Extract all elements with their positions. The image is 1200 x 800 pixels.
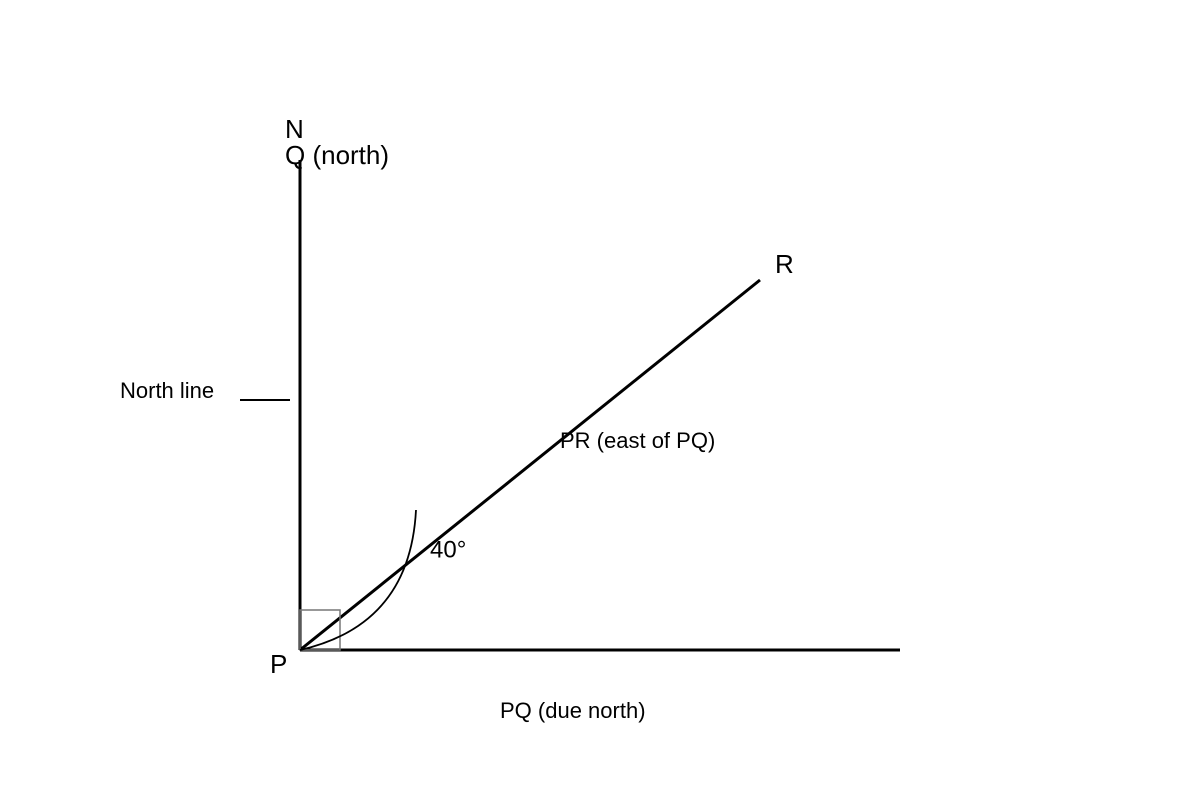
angle-label: 40° <box>430 536 466 563</box>
line-label: PR (east of PQ) <box>560 428 715 453</box>
point-label: P <box>270 649 287 679</box>
point-label: R <box>775 249 794 279</box>
point-label: Q (north) <box>285 140 389 170</box>
line-label: North line <box>120 378 214 403</box>
angle-arc <box>299 509 417 651</box>
point-label: N <box>285 114 304 144</box>
line-label: PQ (due north) <box>500 698 646 723</box>
pr-line <box>299 278 761 652</box>
right-angle-mark <box>299 609 341 651</box>
